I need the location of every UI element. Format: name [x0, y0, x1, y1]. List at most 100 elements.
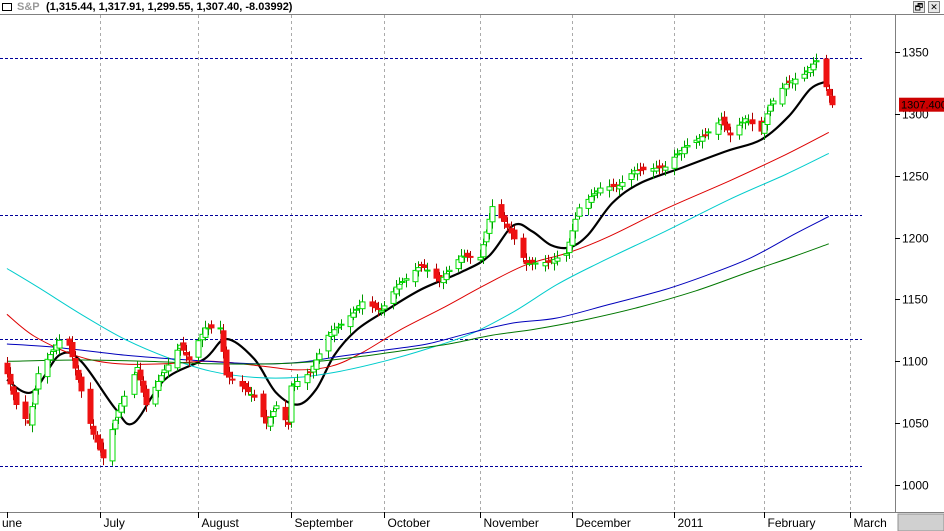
candle-up — [335, 326, 342, 329]
candle-down — [137, 369, 144, 381]
candle-down — [640, 166, 647, 171]
candle-up — [736, 124, 743, 136]
candle-down — [749, 119, 756, 125]
candle-down — [7, 373, 14, 385]
candle-up — [112, 419, 119, 430]
candle-down — [372, 302, 379, 309]
candle-down — [183, 352, 190, 356]
candle-up — [47, 354, 54, 361]
candle-up — [684, 145, 691, 148]
candle-down — [22, 401, 29, 420]
candle-down — [186, 356, 193, 361]
candle-up — [174, 349, 181, 369]
candle-up — [294, 381, 301, 387]
price-tick-label: 1150 — [902, 293, 928, 307]
candle-up — [378, 310, 385, 313]
candle-up — [792, 78, 799, 85]
candle-down — [226, 371, 233, 378]
last-price-label: 1307.400 — [899, 97, 944, 112]
candle-up — [195, 340, 202, 358]
candle-down — [511, 229, 518, 240]
month-label: February — [768, 516, 816, 530]
candle-up — [313, 359, 320, 370]
candle-up — [131, 374, 138, 395]
candle-up — [674, 153, 681, 156]
candle-up — [477, 256, 484, 261]
price-tick-label: 1200 — [902, 232, 929, 246]
candle-up — [542, 262, 549, 267]
candle-down — [826, 88, 833, 96]
candle-up — [273, 405, 280, 410]
candle-down — [87, 388, 94, 424]
candle-up — [554, 257, 561, 262]
candle-down — [180, 342, 187, 351]
candle-up — [563, 253, 570, 256]
month-label: March — [854, 516, 887, 530]
candle-down — [823, 58, 830, 88]
candle-down — [282, 406, 289, 421]
moving-average-line — [6, 216, 830, 365]
candle-down — [143, 388, 150, 406]
scrollbar-thumb[interactable] — [897, 513, 944, 531]
candle-up — [288, 385, 295, 423]
month-label: 2011 — [678, 516, 704, 530]
candle-down — [4, 362, 11, 375]
candle-down — [78, 376, 85, 392]
candle-up — [121, 395, 128, 407]
candle-up — [396, 283, 403, 290]
candle-up — [671, 156, 678, 169]
candle-up — [588, 196, 595, 203]
candle-down — [72, 358, 79, 369]
candle-up — [424, 269, 431, 272]
moving-average-line — [6, 152, 830, 379]
month-label: August — [202, 516, 240, 530]
candle-up — [569, 230, 576, 246]
candle-up — [350, 312, 357, 318]
price-tick-label: 1050 — [902, 417, 929, 431]
month-label: July — [104, 516, 125, 530]
candle-down — [13, 392, 20, 406]
candle-up — [359, 301, 366, 310]
last-price-box — [899, 97, 944, 112]
candle-up — [217, 327, 224, 330]
month-label: une — [2, 516, 22, 530]
time-axis: une July August September October November Dec… — [2, 512, 887, 530]
chart-window-icon — [2, 3, 12, 11]
ohlc-readout: (1,315.44, 1,317.91, 1,299.55, 1,307.40,… — [46, 1, 293, 13]
candle-up — [597, 187, 604, 194]
candle-up — [56, 339, 63, 349]
moving-average-line — [6, 80, 827, 426]
close-window-icon[interactable]: ✕ — [928, 1, 940, 13]
candle-down — [702, 134, 709, 137]
candle-up — [662, 166, 669, 171]
horizontal-levels — [0, 58, 862, 467]
candle-up — [412, 269, 419, 283]
candle-up — [325, 334, 332, 352]
candle-up — [331, 329, 338, 336]
candle-up — [35, 373, 42, 390]
month-label: December — [576, 516, 631, 530]
month-label: November — [484, 516, 539, 530]
candle-up — [158, 375, 165, 382]
candle-down — [724, 123, 731, 131]
candle-up — [399, 281, 406, 283]
candle-up — [304, 374, 311, 384]
candle-down — [220, 330, 227, 352]
last-price-text: 1307.400 — [901, 100, 944, 112]
candle-up — [801, 73, 808, 79]
candle-up — [576, 207, 583, 217]
restore-window-icon[interactable]: 🗗 — [913, 1, 925, 13]
candle-up — [44, 358, 51, 378]
candle-up — [813, 60, 820, 63]
month-label: September — [295, 516, 354, 530]
candle-up — [619, 182, 626, 187]
price-tick-label: 1000 — [902, 479, 929, 493]
candle-down — [97, 438, 104, 451]
candle-down — [504, 223, 511, 228]
candle-up — [29, 406, 36, 426]
candle-up — [155, 381, 162, 391]
candle-down — [69, 342, 76, 358]
candle-up — [381, 305, 388, 310]
candle-down — [501, 215, 508, 222]
